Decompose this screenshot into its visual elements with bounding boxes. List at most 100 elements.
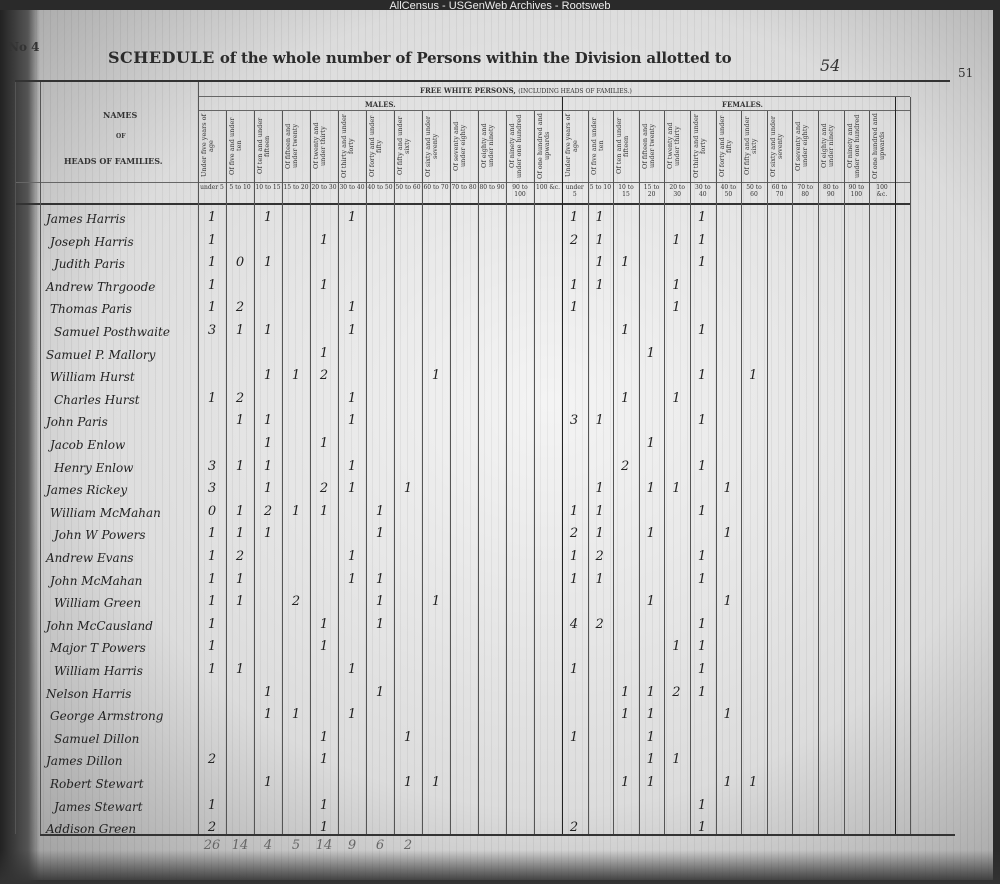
tally-cell: 1 bbox=[235, 594, 245, 610]
column-header-f-0: Under five years of age bbox=[565, 114, 579, 178]
tally-cell: 1 bbox=[672, 300, 681, 316]
tally-cell: 1 bbox=[569, 300, 579, 316]
title-lead: SCHEDULE bbox=[108, 48, 215, 67]
column-divider bbox=[422, 111, 423, 834]
tally-cell: 1 bbox=[646, 752, 655, 768]
tally-cell: 1 bbox=[375, 594, 385, 610]
column-header-f-10: Of eighty and under ninety bbox=[821, 123, 835, 169]
tally-cell: 1 bbox=[595, 232, 604, 248]
tally-cell: 1 bbox=[207, 232, 217, 248]
head-of-family-name: John W Powers bbox=[54, 528, 146, 543]
tally-cell: 2 bbox=[235, 549, 245, 564]
age-range-m-11: 90 to 100 bbox=[512, 184, 528, 198]
tally-cell: 1 bbox=[646, 526, 655, 542]
tally-cell: 1 bbox=[431, 594, 441, 610]
tally-cell: 2 bbox=[595, 549, 604, 564]
column-header-m-0: Under five years of age bbox=[201, 114, 215, 178]
age-range-m-12: 100 &c. bbox=[536, 184, 560, 191]
column-divider bbox=[226, 111, 227, 834]
tally-cell: 3 bbox=[207, 481, 217, 497]
scan-bottom-shadow bbox=[0, 850, 1000, 884]
tally-cell: 1 bbox=[672, 277, 681, 293]
age-range-m-6: 40 to 50 bbox=[367, 184, 393, 191]
tally-cell: 1 bbox=[569, 503, 579, 519]
tally-cell: 1 bbox=[646, 707, 655, 723]
age-range-f-9: 70 to 80 bbox=[797, 184, 813, 198]
head-of-family-name: Robert Stewart bbox=[50, 777, 144, 791]
names-heading: NAMES bbox=[103, 110, 138, 120]
tally-cell: 1 bbox=[646, 436, 655, 451]
column-divider bbox=[638, 111, 640, 834]
top-rule bbox=[15, 80, 950, 82]
tally-cell: 1 bbox=[319, 436, 329, 451]
column-divider bbox=[40, 82, 41, 834]
tally-cell: 2 bbox=[672, 684, 681, 700]
column-divider bbox=[394, 111, 395, 834]
tally-cell: 1 bbox=[595, 571, 604, 587]
tally-cell: 1 bbox=[697, 413, 707, 429]
age-range-m-8: 60 to 70 bbox=[423, 184, 449, 191]
tally-cell: 1 bbox=[319, 752, 329, 768]
age-range-m-10: 80 to 90 bbox=[479, 184, 505, 191]
tally-cell: 2 bbox=[235, 300, 245, 316]
females-heading: FEMALES. bbox=[722, 100, 763, 109]
handwritten-page-number: 54 bbox=[820, 56, 841, 75]
column-header-m-10: Of eighty and under ninety bbox=[481, 123, 495, 169]
column-header-m-7: Of fifty and under sixty bbox=[397, 116, 411, 176]
tally-cell: 1 bbox=[347, 481, 357, 497]
tally-cell: 1 bbox=[235, 413, 245, 429]
tally-cell: 1 bbox=[207, 526, 217, 542]
tally-cell: 2 bbox=[263, 503, 273, 519]
age-range-f-2: 10 to 15 bbox=[618, 184, 634, 198]
age-rule bbox=[15, 182, 910, 183]
tally-cell: 1 bbox=[697, 549, 707, 564]
head-of-family-name: Henry Enlow bbox=[54, 460, 134, 475]
tally-cell: 1 bbox=[697, 323, 707, 338]
group-note: (INCLUDING HEADS OF FAMILIES.) bbox=[518, 88, 632, 95]
column-total: 5 bbox=[291, 838, 301, 853]
head-of-family-name: John McCausland bbox=[46, 618, 153, 633]
tally-cell: 1 bbox=[375, 684, 385, 700]
column-header-f-3: Of fifteen and under twenty bbox=[641, 123, 656, 169]
tally-cell: 1 bbox=[723, 526, 732, 542]
head-of-family-name: Major T Powers bbox=[50, 641, 146, 656]
tally-cell: 2 bbox=[319, 481, 329, 497]
tally-cell: 1 bbox=[207, 616, 217, 632]
printed-page-number: 51 bbox=[958, 66, 974, 80]
tally-cell: 1 bbox=[569, 729, 579, 745]
tally-cell: 1 bbox=[263, 684, 273, 700]
tally-cell: 2 bbox=[621, 458, 630, 474]
tally-cell: 1 bbox=[347, 571, 357, 587]
column-divider bbox=[587, 111, 589, 834]
column-divider bbox=[843, 111, 845, 834]
tally-cell: 1 bbox=[291, 707, 301, 723]
tally-cell: 1 bbox=[723, 594, 732, 610]
group-rule bbox=[198, 96, 910, 97]
tally-cell: 1 bbox=[347, 210, 357, 225]
tally-cell: 1 bbox=[235, 503, 245, 519]
tally-cell: 1 bbox=[207, 277, 217, 293]
tally-cell: 1 bbox=[672, 232, 681, 248]
age-range-f-6: 40 to 50 bbox=[720, 184, 737, 198]
tally-cell: 1 bbox=[207, 662, 217, 677]
tally-cell: 1 bbox=[646, 345, 655, 361]
tally-cell: 2 bbox=[319, 368, 329, 384]
head-of-family-name: John McMahan bbox=[50, 573, 143, 588]
tally-cell: 1 bbox=[697, 255, 707, 271]
age-range-f-11: 90 to 100 bbox=[848, 184, 865, 198]
column-header-f-6: Of forty and under fifty bbox=[718, 115, 733, 177]
head-of-family-name: James Rickey bbox=[46, 483, 128, 498]
tally-cell: 1 bbox=[375, 616, 385, 632]
tally-cell: 1 bbox=[595, 255, 604, 271]
column-divider bbox=[818, 111, 819, 834]
head-of-family-name: William Hurst bbox=[50, 370, 135, 385]
column-header-m-1: Of five and under ten bbox=[229, 117, 243, 175]
tally-cell: 1 bbox=[621, 323, 630, 338]
tally-cell: 1 bbox=[263, 458, 273, 474]
head-of-family-name: William Green bbox=[54, 596, 142, 611]
tally-cell: 1 bbox=[697, 232, 707, 248]
tally-cell: 1 bbox=[723, 481, 732, 497]
column-divider bbox=[534, 111, 535, 834]
sex-rule bbox=[198, 110, 910, 111]
head-of-family-name: Andrew Evans bbox=[46, 551, 134, 565]
